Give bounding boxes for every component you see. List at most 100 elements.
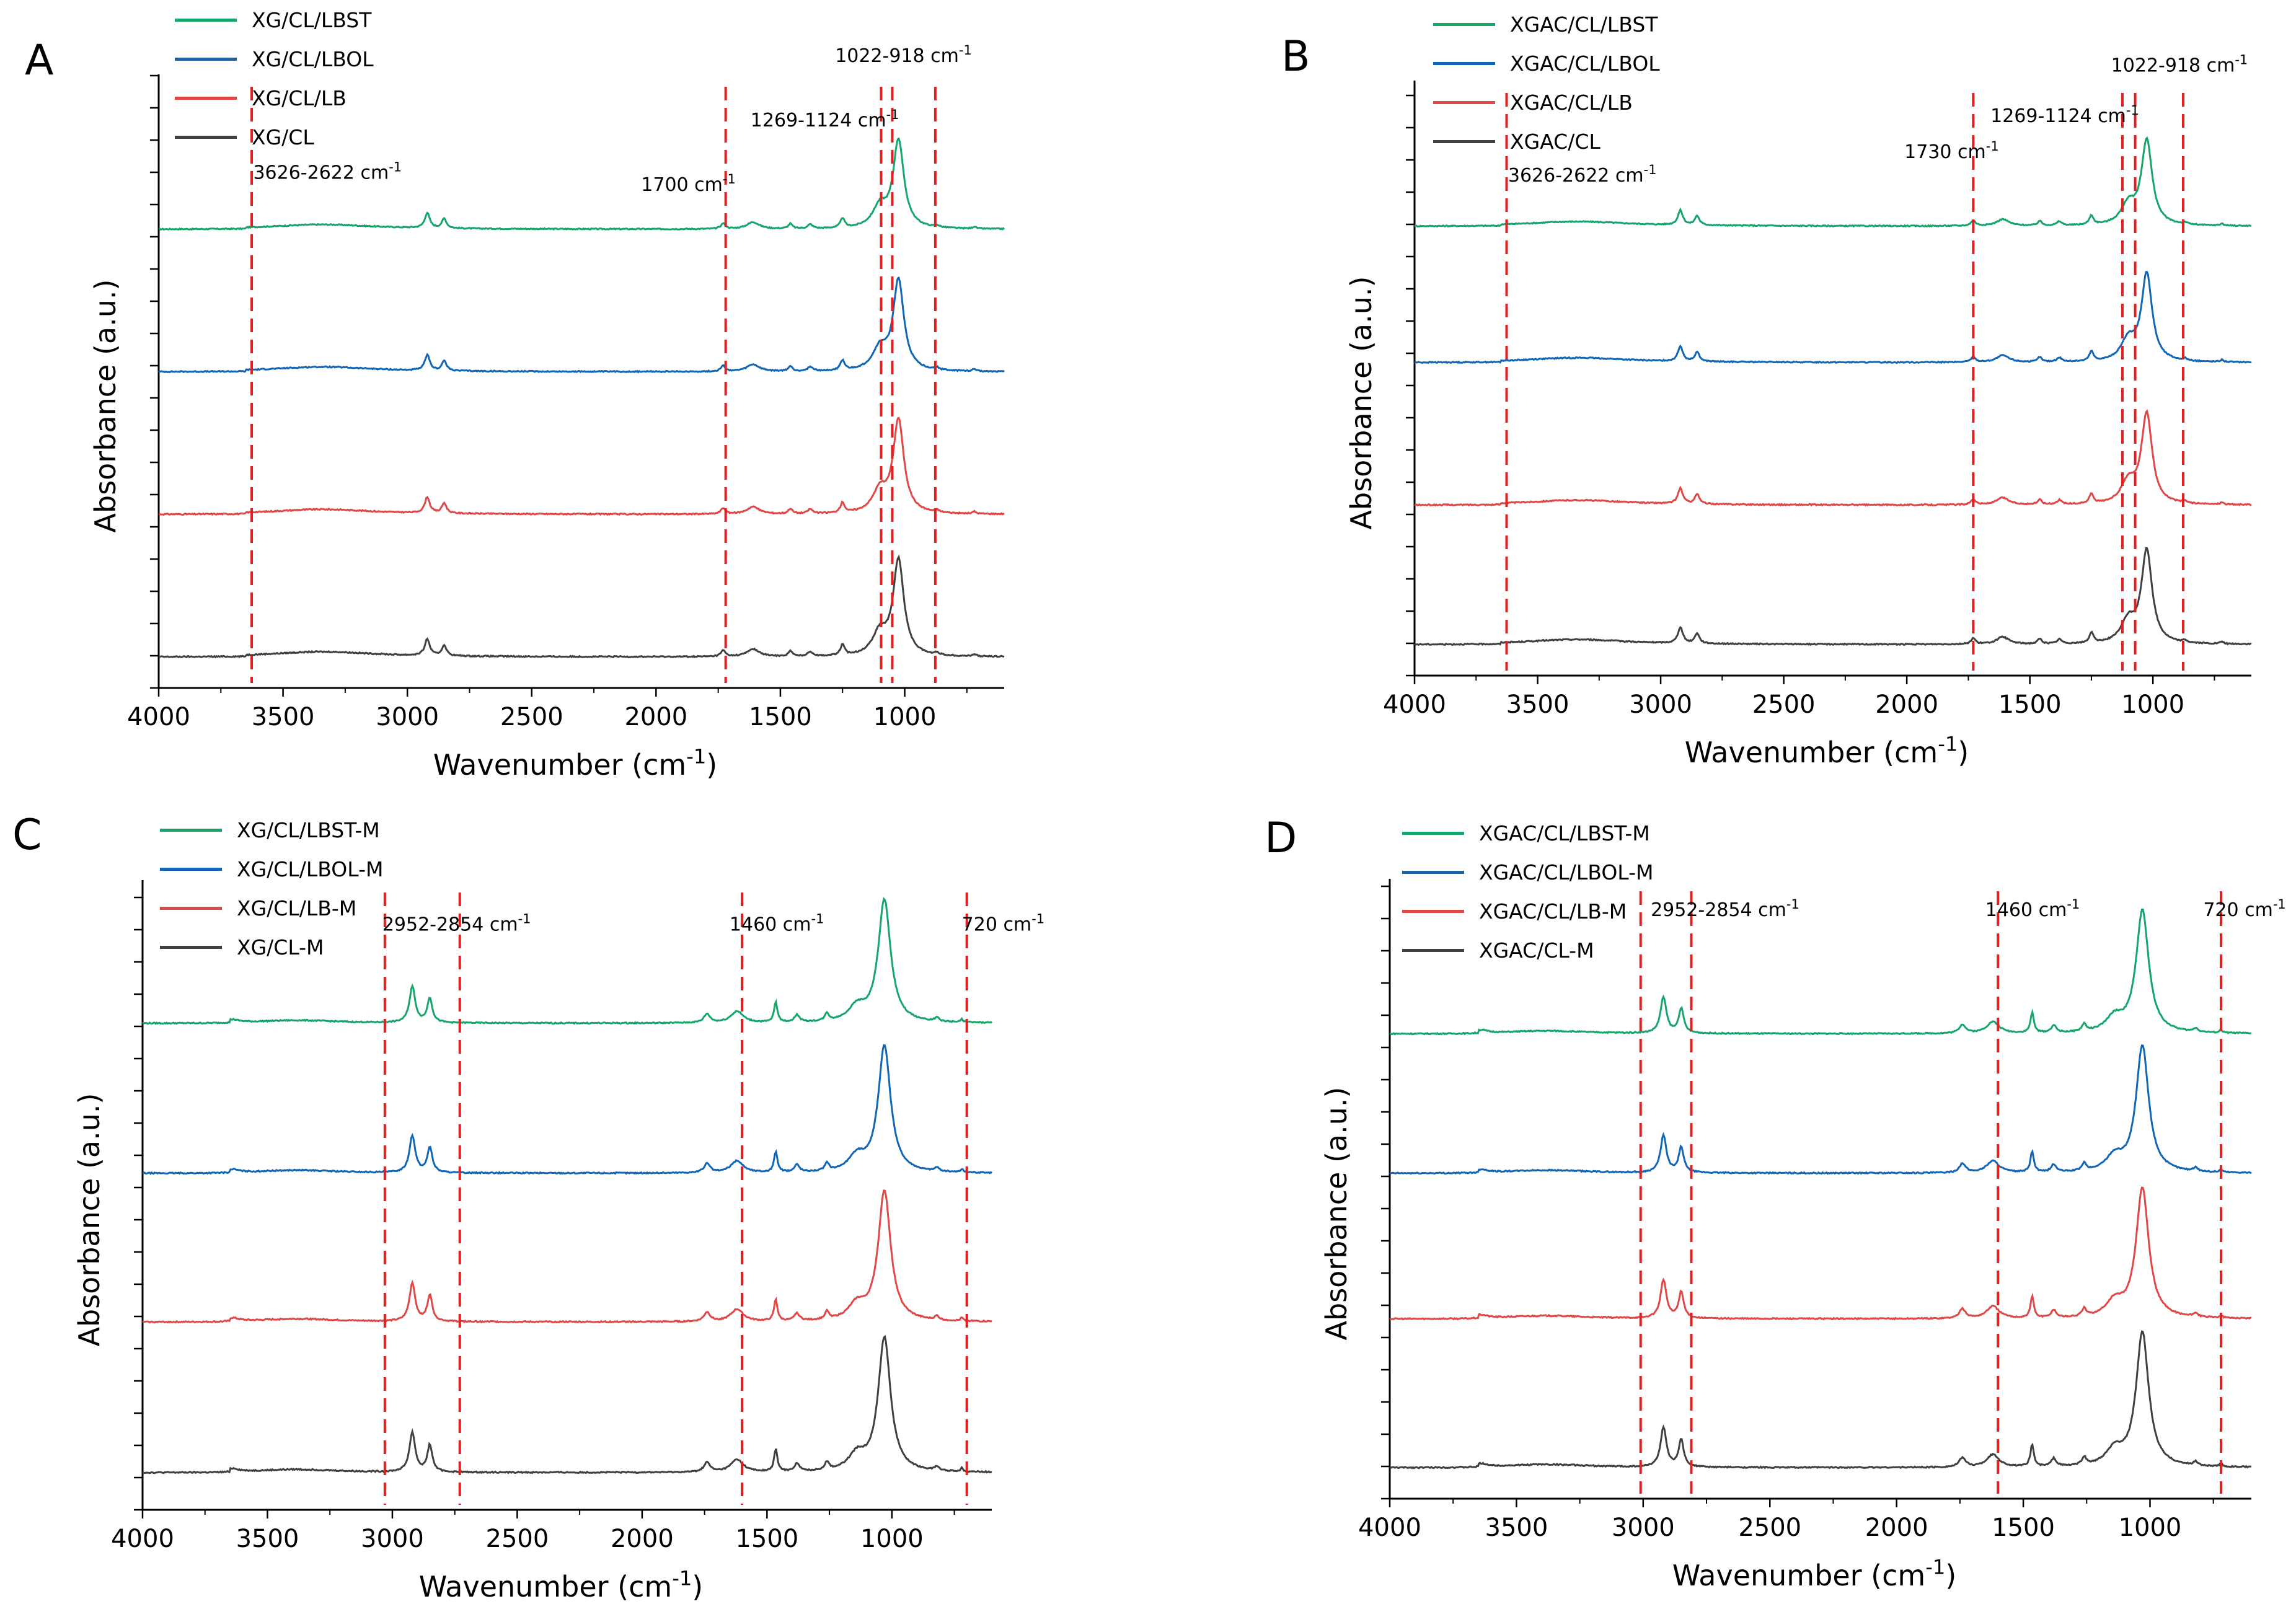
series-line-XGAC/CL/LBST-M [1389,908,2252,1036]
legend-b-item: XGAC/CL/LBOL [1433,44,1660,83]
x-tick-label: 1000 [2119,1514,2182,1542]
x-tick-label: 2000 [624,703,687,731]
legend-b-label: XGAC/CL/LB [1510,90,1633,115]
x-tick-label: 4000 [1358,1514,1421,1542]
x-tick-label: 3500 [1506,690,1570,719]
legend-c-label: XG/CL/LBOL-M [237,857,384,881]
series-line-XG/CL/LBST [158,137,1005,231]
legend-d-item: XGAC/CL-M [1402,931,1653,970]
x-axis-title: Wavenumber (cm-1) [1685,733,1969,769]
legend-c-label: XG/CL/LB-M [237,896,357,920]
legend-b-label: XGAC/CL/LBST [1510,12,1658,37]
series-line-XGAC/CL/LBOL [1414,271,2252,364]
legend-d-swatch [1402,871,1464,874]
x-tick-label: 3000 [1629,690,1692,719]
marker-label: 1460 cm-1 [730,911,824,935]
chart-a-svg: 4000 3500 3000 2500 2000 1500 1000 Wavenumber (… [89,43,1005,782]
legend-a-swatch [175,19,237,22]
x-tick-label: 2500 [1752,690,1816,719]
x-tick-label: 3000 [376,703,439,731]
y-axis-title: Absorbance (a.u.) [89,280,122,533]
legend-d-item: XGAC/CL/LBOL-M [1402,853,1653,892]
y-axis-title: Absorbance (a.u.) [1320,1087,1353,1341]
series-line-XG/CL/LBOL-M [142,1044,992,1175]
legend-b-label: XGAC/CL/LBOL [1510,51,1660,76]
x-tick-label: 4000 [127,703,190,731]
marker-label: 1269-1124 cm-1 [751,107,899,131]
legend-b-label: XGAC/CL [1510,130,1601,154]
legend-d-label: XGAC/CL/LBOL-M [1479,860,1654,884]
legend-d-item: XGAC/CL/LB-M [1402,892,1653,931]
panel-c: 4000 3500 3000 2500 2000 1500 1000 Wavenumber (… [0,811,1148,1621]
x-tick-label: 2000 [1875,690,1938,719]
marker-label: 1022-918 cm-1 [835,43,972,67]
chart-c-svg: 4000 3500 3000 2500 2000 1500 1000 Wavenumber (… [73,880,1044,1603]
x-tick-label: 2500 [500,703,563,731]
legend-c-label: XG/CL/LBST-M [237,818,380,842]
legend-a-label: XG/CL/LB [252,86,347,110]
legend-c: XG/CL/LBST-M XG/CL/LBOL-M XG/CL/LB-M XG/… [160,811,383,967]
x-tick-label: 2000 [1865,1514,1928,1542]
legend-b-item: XGAC/CL [1433,122,1660,161]
panel-d: 4000 3500 3000 2500 2000 1500 1000 Wavenumber (… [1148,811,2296,1621]
series-line-XGAC/CL-M [1389,1330,2252,1470]
legend-b-swatch [1433,140,1495,143]
panel-a-letter: A [25,36,54,85]
panel-b-letter: B [1281,32,1310,81]
marker-label: 1730 cm-1 [1904,139,1999,163]
legend-b-swatch [1433,23,1495,26]
legend-a-swatch [175,136,237,139]
panel-c-letter: C [12,811,42,860]
marker-label: 3626-2622 cm-1 [253,159,402,183]
x-tick-label: 1000 [873,703,937,731]
legend-a-item: XG/CL [175,118,374,157]
y-axis-title: Absorbance (a.u.) [73,1093,106,1347]
x-tick-label: 3000 [1612,1514,1675,1542]
x-tick-label: 1500 [1992,1514,2055,1542]
marker-label: 1460 cm-1 [1985,897,2080,921]
marker-label: 1700 cm-1 [641,172,736,196]
legend-b-swatch [1433,62,1495,65]
legend-c-item: XG/CL/LBOL-M [160,850,383,889]
x-tick-label: 4000 [1383,690,1446,719]
series-line-XGAC/CL/LB-M [1389,1186,2252,1321]
series-line-XG/CL/LBOL [158,276,1005,374]
marker-label: 720 cm-1 [2203,897,2285,921]
x-tick-label: 1000 [2121,690,2184,719]
panel-d-letter: D [1265,814,1297,863]
series-line-XG/CL/LBST-M [142,897,992,1025]
legend-a-label: XG/CL/LBST [252,8,372,32]
legend-b: XGAC/CL/LBST XGAC/CL/LBOL XGAC/CL/LB XGA… [1433,5,1660,161]
chart-d-svg: 4000 3500 3000 2500 2000 1500 1000 Wavenumber (… [1320,879,2286,1592]
series-line-XGAC/CL/LB [1414,409,2252,507]
x-tick-label: 3500 [236,1525,299,1553]
legend-b-item: XGAC/CL/LBST [1433,5,1660,44]
x-axis-title: Wavenumber (cm-1) [1672,1556,1957,1592]
series-line-XGAC/CL/LBOL-M [1389,1044,2252,1175]
marker-label: 720 cm-1 [962,911,1044,935]
chart-b-svg: 4000 3500 3000 2500 2000 1500 1000 Wavenumber (… [1344,53,2252,769]
legend-c-swatch [160,946,222,949]
x-tick-label: 1000 [860,1525,924,1553]
legend-c-swatch [160,907,222,910]
legend-d-label: XGAC/CL/LBST-M [1479,821,1650,845]
marker-label: 2952-2854 cm-1 [382,911,531,935]
x-tick-label: 3000 [361,1525,424,1553]
legend-d-label: XGAC/CL-M [1479,938,1594,963]
marker-label: 3626-2622 cm-1 [1508,162,1657,187]
legend-d-swatch [1402,832,1464,835]
y-axis-title: Absorbance (a.u.) [1344,276,1378,530]
legend-c-item: XG/CL/LB-M [160,889,383,928]
legend-c-swatch [160,868,222,871]
legend-b-item: XGAC/CL/LB [1433,83,1660,122]
legend-a-swatch [175,58,237,61]
x-axis-title: Wavenumber (cm-1) [433,745,718,782]
legend-d-swatch [1402,910,1464,913]
marker-label: 1269-1124 cm-1 [1990,103,2139,127]
series-line-XG/CL/LB [158,417,1005,516]
legend-a-label: XG/CL/LBOL [252,47,374,71]
x-tick-label: 4000 [111,1525,174,1553]
legend-a: XG/CL/LBST XG/CL/LBOL XG/CL/LB XG/CL [175,1,374,157]
x-tick-label: 2000 [611,1525,674,1553]
x-tick-label: 3500 [252,703,315,731]
